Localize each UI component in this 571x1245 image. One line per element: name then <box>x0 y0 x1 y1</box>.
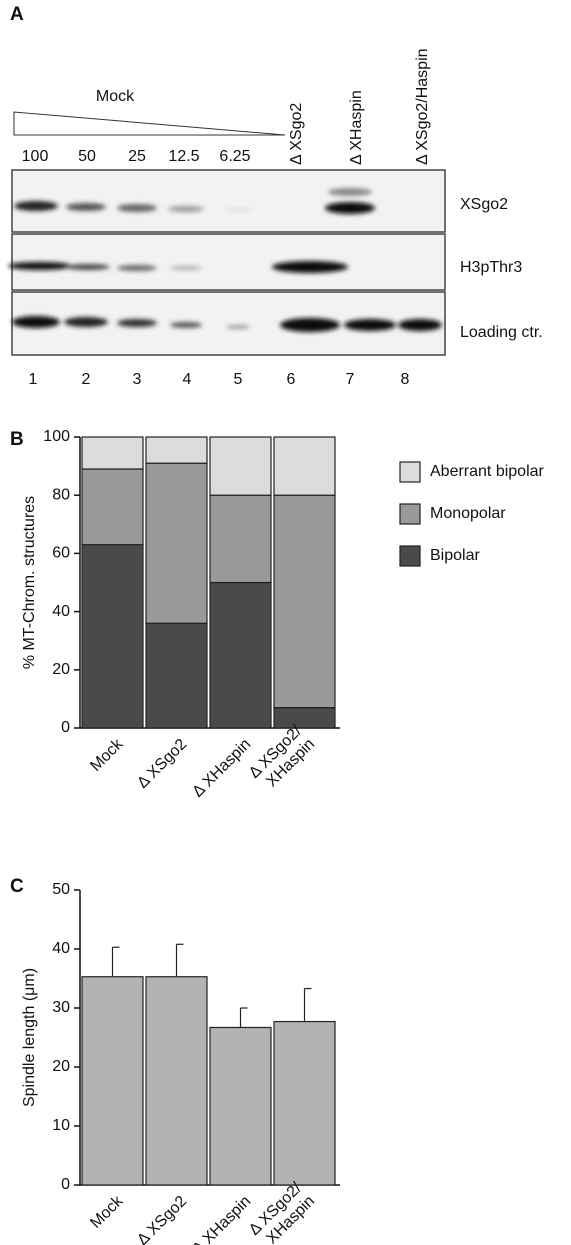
x-tick-label: Δ XSgo2/XHaspin <box>246 1179 319 1245</box>
y-tick-label: 60 <box>52 545 70 562</box>
y-tick-label: 0 <box>61 1176 70 1193</box>
panel-label: A <box>10 4 24 25</box>
lane-number: 5 <box>234 371 243 388</box>
bar-segment <box>274 495 335 707</box>
y-tick-label: 100 <box>43 428 70 445</box>
legend-swatch <box>400 504 420 524</box>
bar-segment <box>210 495 271 582</box>
bar-segment <box>274 708 335 728</box>
lane-number: 7 <box>346 371 355 388</box>
amount-label: 6.25 <box>219 148 250 165</box>
depletion-label: Δ XSgo2/Haspin <box>414 48 431 165</box>
x-tick-label: Mock <box>87 735 127 775</box>
amount-label: 100 <box>22 148 49 165</box>
bar-segment <box>146 463 207 623</box>
amount-label: 12.5 <box>168 148 199 165</box>
lane-number: 8 <box>401 371 410 388</box>
y-axis-label: % MT-Chrom. structures <box>21 496 38 669</box>
amount-label: 50 <box>78 148 96 165</box>
bar <box>274 1022 335 1185</box>
y-tick-label: 40 <box>52 940 70 957</box>
legend-swatch <box>400 546 420 566</box>
amount-label: 25 <box>128 148 146 165</box>
lane-number: 1 <box>29 371 38 388</box>
bar <box>146 977 207 1185</box>
bar <box>82 977 143 1185</box>
x-tick-label: Mock <box>87 1192 127 1232</box>
x-tick-label: Δ XSgo2 <box>134 1193 190 1245</box>
bar-segment <box>146 623 207 728</box>
y-tick-label: 10 <box>52 1117 70 1134</box>
legend-label: Aberrant bipolar <box>430 463 545 480</box>
blot-strip <box>12 234 445 290</box>
y-tick-label: 20 <box>52 1058 70 1075</box>
legend-swatch <box>400 462 420 482</box>
figure: A Mock 100502512.56.25Δ XSgo2Δ XHaspinΔ … <box>0 0 571 1245</box>
protein-label: XSgo2 <box>460 196 508 213</box>
y-axis-label: Spindle length (μm) <box>21 968 38 1107</box>
x-tick-label: Δ XSgo2/XHaspin <box>246 722 319 795</box>
bar-segment <box>82 545 143 728</box>
legend-label: Monopolar <box>430 505 506 522</box>
lane-number: 4 <box>183 371 192 388</box>
bar <box>210 1027 271 1185</box>
y-tick-label: 0 <box>61 719 70 736</box>
x-tick-label: Δ XSgo2 <box>134 736 190 792</box>
bar-segment <box>210 583 271 729</box>
protein-label: H3pThr3 <box>460 259 522 276</box>
bar-segment <box>210 437 271 495</box>
group-label: Mock <box>96 88 135 105</box>
lane-number: 6 <box>287 371 296 388</box>
bar-segment <box>146 437 207 463</box>
bar-segment <box>82 437 143 469</box>
gradient-wedge <box>14 112 285 135</box>
lane-number: 2 <box>82 371 91 388</box>
panel-label: C <box>10 876 24 897</box>
y-tick-label: 40 <box>52 603 70 620</box>
y-tick-label: 80 <box>52 486 70 503</box>
y-tick-label: 30 <box>52 999 70 1016</box>
y-tick-label: 20 <box>52 661 70 678</box>
blot-panel: A Mock <box>8 4 445 355</box>
legend-label: Bipolar <box>430 547 480 564</box>
lane-number: 3 <box>133 371 142 388</box>
protein-label: Loading ctr. <box>460 324 543 341</box>
x-tick-label: Δ XHaspin <box>189 1193 254 1245</box>
bar-segment <box>274 437 335 495</box>
depletion-label: Δ XSgo2 <box>288 103 305 165</box>
depletion-label: Δ XHaspin <box>348 90 365 165</box>
bar-segment <box>82 469 143 545</box>
panel-label: B <box>10 429 24 450</box>
x-tick-label: Δ XHaspin <box>189 736 254 801</box>
y-tick-label: 50 <box>52 881 70 898</box>
blot-strip <box>12 170 445 232</box>
